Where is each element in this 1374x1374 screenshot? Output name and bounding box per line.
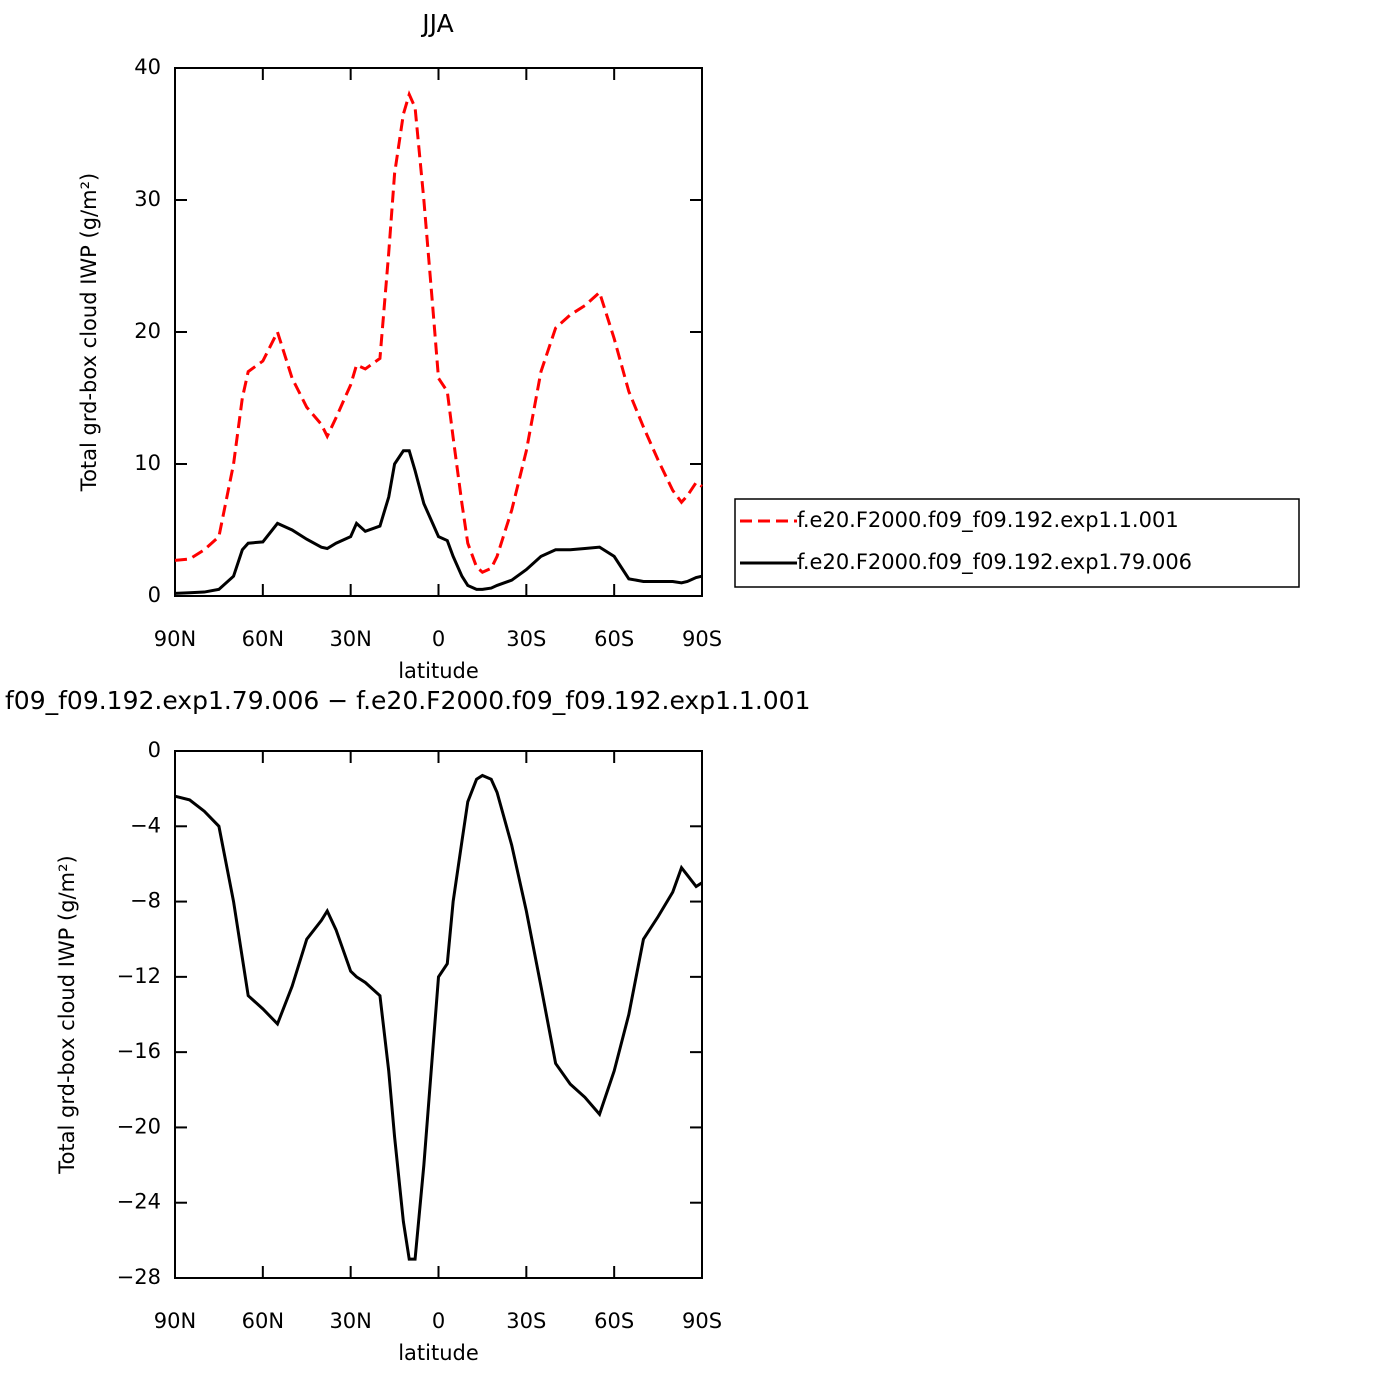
x-tick-label: 90S [682, 1309, 722, 1333]
x-axis-label: latitude [398, 1341, 479, 1365]
legend-box [734, 498, 1300, 588]
y-tick-label: −4 [130, 813, 161, 837]
x-tick-label: 90N [154, 1309, 196, 1333]
x-tick-label: 30N [329, 627, 371, 651]
data-line [174, 773, 703, 1261]
y-tick-label: 10 [134, 451, 161, 475]
legend-label: f.e20.F2000.f09_f09.192.exp1.1.001 [797, 508, 1179, 533]
x-tick-label: 0 [432, 1309, 445, 1333]
y-tick-label: −24 [117, 1190, 161, 1214]
y-tick-label: −28 [117, 1265, 161, 1289]
x-tick-label: 30S [506, 1309, 546, 1333]
data-line [174, 90, 703, 575]
y-axis-label: Total grd-box cloud IWP (g/m²) [77, 173, 101, 492]
y-axis-label: Total grd-box cloud IWP (g/m²) [55, 855, 79, 1174]
x-tick-label: 60N [242, 627, 284, 651]
chart-title: JJA [420, 9, 453, 38]
y-tick-label: 0 [148, 583, 161, 607]
y-tick-label: 0 [148, 738, 161, 762]
plot-frame [174, 750, 703, 1279]
y-tick-label: 40 [134, 55, 161, 79]
plot-frame [174, 67, 703, 597]
x-tick-label: 90S [682, 627, 722, 651]
x-tick-label: 30N [329, 1309, 371, 1333]
y-tick-label: −12 [117, 964, 161, 988]
chart-title: f09_f09.192.exp1.79.006 − f.e20.F2000.f0… [5, 686, 811, 715]
x-tick-label: 30S [506, 627, 546, 651]
x-tick-label: 0 [432, 627, 445, 651]
data-line [174, 449, 703, 595]
y-tick-label: −16 [117, 1039, 161, 1063]
x-tick-label: 60N [242, 1309, 284, 1333]
y-tick-label: −20 [117, 1114, 161, 1138]
y-tick-label: 30 [134, 187, 161, 211]
x-tick-label: 60S [594, 1309, 634, 1333]
y-tick-label: −8 [130, 889, 161, 913]
x-axis-label: latitude [398, 659, 479, 683]
x-tick-label: 90N [154, 627, 196, 651]
legend-label: f.e20.F2000.f09_f09.192.exp1.79.006 [797, 550, 1192, 575]
y-tick-label: 20 [134, 319, 161, 343]
x-tick-label: 60S [594, 627, 634, 651]
